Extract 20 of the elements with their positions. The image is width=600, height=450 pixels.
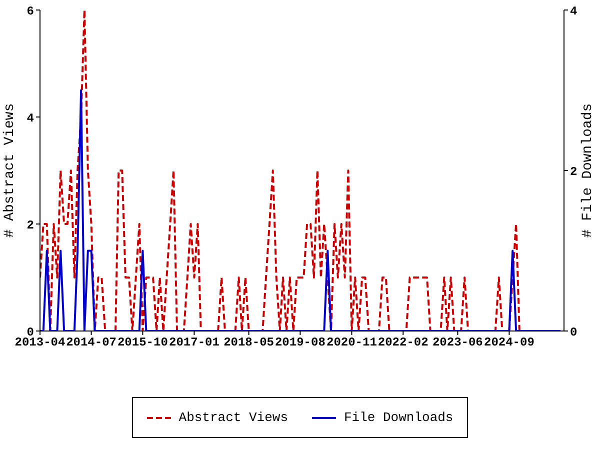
x-tick-label: 2013-04 (14, 336, 66, 350)
x-tick-label: 2018-05 (224, 336, 274, 350)
y-tick-label: 2 (26, 218, 34, 232)
y2-tick-label: 4 (570, 4, 578, 18)
y2-tick-label: 0 (570, 325, 578, 340)
x-tick-label: 2024-09 (484, 336, 534, 350)
y-axis-title: # Abstract Views (2, 103, 18, 238)
x-tick-label: 2023-06 (432, 336, 483, 350)
x-tick-label: 2022-02 (378, 336, 428, 350)
y2-tick-label: 2 (570, 164, 578, 179)
x-tick-label: 2019-08 (274, 336, 326, 350)
x-tick-label: 2014-07 (66, 336, 117, 350)
x-tick-label: 2020-11 (326, 336, 377, 350)
x-tick-label: 2015-10 (117, 336, 168, 350)
y-tick-label: 4 (26, 111, 34, 126)
x-tick-label: 2017-01 (169, 336, 220, 350)
y2-axis-title: # File Downloads (580, 103, 596, 238)
legend-label: Abstract Views (178, 410, 288, 425)
y-tick-label: 6 (26, 4, 34, 18)
legend-label: File Downloads (344, 410, 454, 425)
